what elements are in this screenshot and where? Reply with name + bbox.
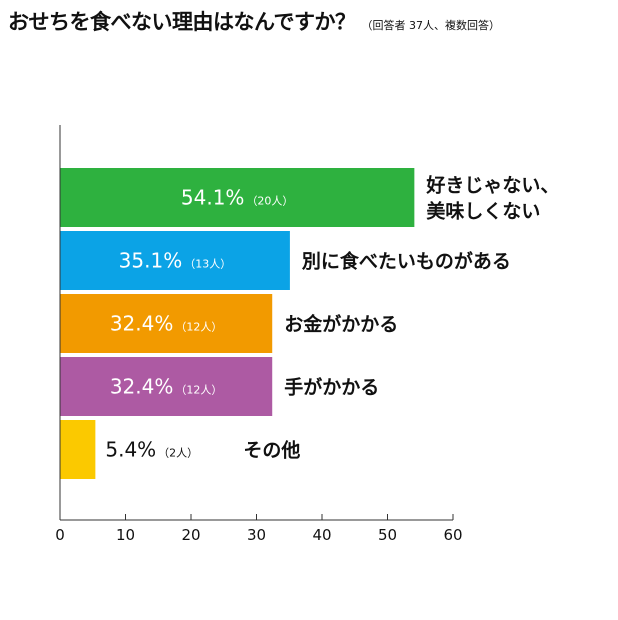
category-line-2-0: お金がかかる	[284, 313, 398, 336]
x-tick-label-6: 60	[443, 526, 462, 544]
value-label-1: 35.1% （13人）	[119, 249, 232, 273]
bar-3	[60, 357, 273, 416]
category-label-4: その他	[243, 439, 300, 462]
category-label-2: お金がかかる	[284, 313, 398, 336]
value-percent-2: 32.4%	[110, 312, 174, 336]
value-count-3: （12人）	[175, 384, 222, 397]
category-label-1: 別に食べたいものがある	[302, 250, 511, 273]
bar-0	[60, 168, 415, 227]
value-count-2: （12人）	[175, 321, 222, 334]
chart-title: おせちを食べない理由はなんですか？	[8, 10, 356, 34]
category-line-0-0: 好きじゃない、	[425, 174, 559, 197]
title-row: おせちを食べない理由はなんですか？ （回答者 37人、複数回答）	[8, 6, 500, 36]
value-count-4: （2人）	[158, 447, 198, 460]
category-line-4-0: その他	[243, 439, 300, 462]
value-label-0: 54.1% （20人）	[181, 186, 294, 210]
category-label-3: 手がかかる	[284, 376, 379, 399]
x-tick-label-4: 40	[312, 526, 331, 544]
x-tick-label-3: 30	[247, 526, 266, 544]
x-axis: 0 10 20 30 40 50 60	[55, 125, 463, 544]
value-label-4: 5.4% （2人）	[105, 438, 198, 462]
category-line-0-1: 美味しくない	[426, 200, 540, 223]
bars-group: 54.1% （20人） 好きじゃない、美味しくない 35.1% （13人） 別に食べたいも…	[60, 168, 559, 479]
bar-1	[60, 231, 290, 290]
value-percent-3: 32.4%	[110, 375, 174, 399]
x-tick-label-0: 0	[55, 526, 65, 544]
value-label-2: 32.4% （12人）	[110, 312, 223, 336]
value-percent-1: 35.1%	[119, 249, 183, 273]
x-tick-label-2: 20	[181, 526, 200, 544]
x-tick-label-1: 10	[116, 526, 135, 544]
chart-subtitle: （回答者 37人、複数回答）	[361, 19, 500, 32]
value-percent-0: 54.1%	[181, 186, 245, 210]
category-line-1-0: 別に食べたいものがある	[302, 250, 511, 273]
value-count-1: （13人）	[184, 258, 231, 271]
value-percent-4: 5.4%	[105, 438, 156, 462]
bar-4	[60, 420, 96, 479]
category-label-0: 好きじゃない、美味しくない	[425, 174, 559, 223]
value-count-0: （20人）	[246, 195, 293, 208]
bar-2	[60, 294, 273, 353]
value-label-3: 32.4% （12人）	[110, 375, 223, 399]
category-line-3-0: 手がかかる	[284, 376, 379, 399]
x-tick-label-5: 50	[378, 526, 397, 544]
